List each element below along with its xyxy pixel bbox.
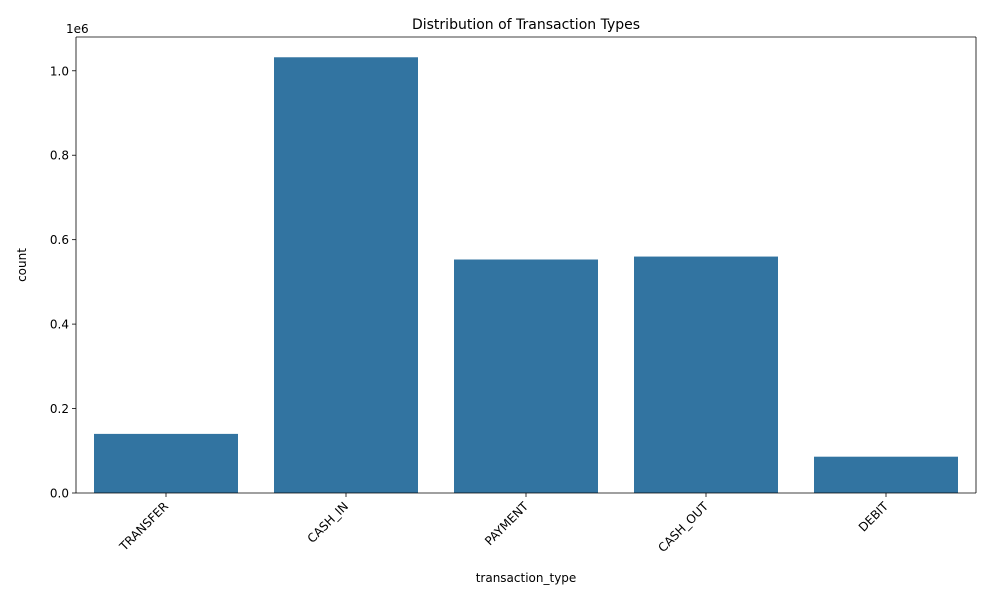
chart-title: Distribution of Transaction Types [412, 17, 640, 33]
bar-transfer [94, 433, 238, 493]
y-tick-label: 0.6 [50, 233, 69, 247]
bar-cash-out [634, 256, 778, 493]
y-tick-label: 1.0 [50, 64, 69, 78]
x-tick-label: PAYMENT [482, 499, 531, 548]
x-tick-label: CASH_IN [305, 499, 351, 545]
y-tick-label: 0.2 [50, 402, 69, 416]
x-tick-label: TRANSFER [116, 499, 171, 554]
bar-cash-in [274, 57, 418, 494]
bar-debit [814, 456, 958, 493]
y-axis-label: count [15, 248, 29, 282]
x-axis-label: transaction_type [476, 571, 577, 585]
y-axis-offset-label: 1e6 [66, 22, 89, 36]
x-tick-label: DEBIT [856, 499, 892, 535]
x-tick-label: CASH_OUT [655, 499, 711, 555]
y-tick-label: 0.4 [50, 318, 69, 332]
y-tick-label: 0.0 [50, 487, 69, 501]
bar-payment [454, 259, 598, 493]
y-tick-label: 0.8 [50, 149, 69, 163]
bars-layer [94, 57, 958, 494]
